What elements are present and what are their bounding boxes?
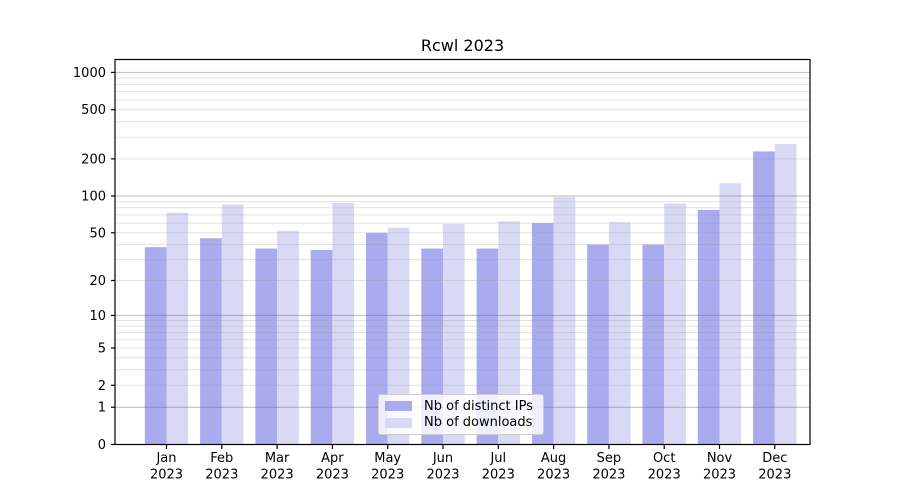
legend: Nb of distinct IPs Nb of downloads xyxy=(378,394,544,435)
bar-downloads-feb-2023 xyxy=(221,204,244,445)
legend-label-distinct-ips: Nb of distinct IPs xyxy=(424,398,533,414)
y-tick-label-200: 200 xyxy=(81,152,106,167)
x-tick-label-year-jun: 2023 xyxy=(426,468,459,483)
y-tick-label-1: 1 xyxy=(98,401,106,416)
bar-ips-jan-2023 xyxy=(144,247,167,445)
legend-swatch-downloads-icon xyxy=(385,417,412,428)
y-tick-label-2: 2 xyxy=(98,379,106,394)
bar-ips-may-2023 xyxy=(366,232,388,445)
x-tick-label-month-oct: Oct xyxy=(653,451,675,466)
legend-item-distinct-ips: Nb of distinct IPs xyxy=(385,398,537,415)
x-tick-label-year-jul: 2023 xyxy=(482,468,515,483)
y-tick-label-5: 5 xyxy=(98,342,106,357)
x-tick-label-month-may: May xyxy=(374,451,401,466)
x-tick-label-year-nov: 2023 xyxy=(703,468,736,483)
x-tick-label-month-nov: Nov xyxy=(707,451,733,466)
legend-item-downloads: Nb of downloads xyxy=(385,415,537,432)
y-tick-label-10: 10 xyxy=(89,309,106,324)
x-tick-label-year-dec: 2023 xyxy=(758,468,791,483)
legend-swatch-ips-icon xyxy=(385,401,412,412)
x-tick-label-month-sep: Sep xyxy=(597,451,622,466)
bar-ips-aug-2023 xyxy=(531,223,554,445)
bar-downloads-jun-2023 xyxy=(443,224,465,445)
chart-title: Rcwl 2023 xyxy=(420,36,505,55)
bar-ips-mar-2023 xyxy=(255,248,278,445)
bar-ips-apr-2023 xyxy=(310,250,333,445)
y-tick-label-50: 50 xyxy=(89,226,106,241)
x-tick-label-month-apr: Apr xyxy=(321,451,344,466)
x-tick-label-year-may: 2023 xyxy=(371,468,404,483)
x-tick-label-year-jan: 2023 xyxy=(150,468,183,483)
bar-downloads-jan-2023 xyxy=(166,212,189,445)
x-tick-label-month-feb: Feb xyxy=(210,451,233,466)
bar-ips-dec-2023 xyxy=(753,151,775,445)
x-tick-label-year-feb: 2023 xyxy=(205,468,238,483)
y-tick-label-100: 100 xyxy=(81,190,106,205)
bar-downloads-apr-2023 xyxy=(332,202,355,445)
bar-downloads-may-2023 xyxy=(387,227,410,445)
y-tick-label-1000: 1000 xyxy=(73,66,106,81)
bar-downloads-aug-2023 xyxy=(553,197,576,445)
y-tick-label-20: 20 xyxy=(89,274,106,289)
x-tick-label-month-jul: Jul xyxy=(489,451,506,466)
bar-downloads-dec-2023 xyxy=(774,144,797,445)
y-tick-label-0: 0 xyxy=(98,438,106,453)
bar-ips-oct-2023 xyxy=(642,244,665,445)
x-tick-label-year-mar: 2023 xyxy=(261,468,294,483)
bar-ips-feb-2023 xyxy=(200,238,222,445)
bar-downloads-nov-2023 xyxy=(719,183,742,445)
x-tick-label-month-jun: Jun xyxy=(432,451,453,466)
legend-label-downloads: Nb of downloads xyxy=(424,415,533,431)
x-tick-label-month-aug: Aug xyxy=(541,451,566,466)
y-tick-label-500: 500 xyxy=(81,103,106,118)
x-tick-label-year-oct: 2023 xyxy=(648,468,681,483)
bar-downloads-sep-2023 xyxy=(608,222,631,445)
x-tick-label-month-mar: Mar xyxy=(265,451,290,466)
x-tick-label-month-jan: Jan xyxy=(155,451,176,466)
x-tick-label-year-apr: 2023 xyxy=(316,468,349,483)
x-tick-label-year-sep: 2023 xyxy=(592,468,625,483)
plot-border xyxy=(114,58,811,446)
bar-ips-nov-2023 xyxy=(697,209,720,445)
bar-ips-sep-2023 xyxy=(587,244,609,445)
bar-downloads-jul-2023 xyxy=(498,221,520,445)
bar-downloads-oct-2023 xyxy=(664,203,686,445)
x-tick-label-year-aug: 2023 xyxy=(537,468,570,483)
bar-downloads-mar-2023 xyxy=(277,230,299,445)
x-tick-label-month-dec: Dec xyxy=(762,451,787,466)
